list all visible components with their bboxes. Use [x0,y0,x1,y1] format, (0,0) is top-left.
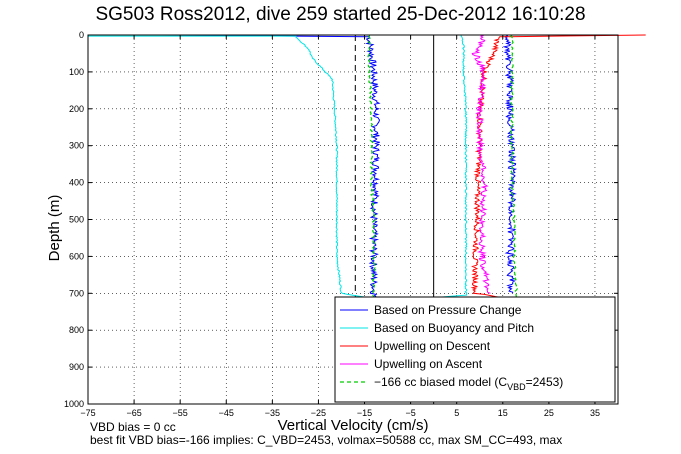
y-tick-label: 600 [69,251,84,261]
series-line-upwelling-on-ascent-ascent [471,34,491,294]
y-tick-label: 0 [79,30,84,40]
y-tick-label: 800 [69,325,84,335]
legend-label: Based on Buoyancy and Pitch [374,321,534,335]
footer-vbd-bias: VBD bias = 0 cc [90,420,176,434]
x-tick-label: −75 [80,408,95,418]
y-tick-label: 1000 [64,399,84,409]
y-tick-label: 200 [69,104,84,114]
series-line-166-cc-biased-model-c-vbd-2453-ascent [509,34,518,298]
x-tick-label: −15 [357,408,372,418]
series-line-based-on-buoyancy-and-pitch-ascent [433,34,468,299]
legend-label: Upwelling on Ascent [374,357,483,371]
x-tick-label: −45 [219,408,234,418]
x-tick-label: −35 [265,408,280,418]
y-tick-label: 300 [69,141,84,151]
axis-ticks: −75 −65 −55 −45 −35 −25 −15 −5 5 15 25 350100200300… [64,30,618,418]
y-tick-label: 400 [69,178,84,188]
x-axis-label: Vertical Velocity (cm/s) [277,417,429,434]
y-tick-label: 900 [69,362,84,372]
series-line-based-on-pressure-change-ascent [502,34,518,294]
y-axis-label: Depth (m) [46,194,63,262]
legend-label: Upwelling on Descent [374,339,491,353]
legend: Based on Pressure Change Based on Buoyanc… [334,296,616,403]
legend-box [334,296,616,403]
x-tick-label: −65 [126,408,141,418]
series-line-based-on-buoyancy-and-pitch-descent [88,35,370,299]
y-tick-label: 500 [69,215,84,225]
x-tick-label: 35 [590,408,600,418]
x-tick-label: 5 [454,408,459,418]
x-tick-label: 15 [498,408,508,418]
x-tick-label: −25 [311,408,326,418]
legend-label: Based on Pressure Change [374,303,522,317]
footer-best-fit: best fit VBD bias=-166 implies: C_VBD=24… [90,433,563,447]
series-line-based-on-pressure-change-descent [157,34,381,298]
chart-title: SG503 Ross2012, dive 259 started 25-Dec-… [95,4,586,25]
x-tick-label: 25 [544,408,554,418]
y-tick-label: 700 [69,288,84,298]
x-tick-label: −5 [405,408,415,418]
series-lines [88,34,646,299]
series-line-upwelling-on-descent-descent [470,34,646,299]
x-tick-label: −55 [173,408,188,418]
y-tick-label: 100 [69,67,84,77]
